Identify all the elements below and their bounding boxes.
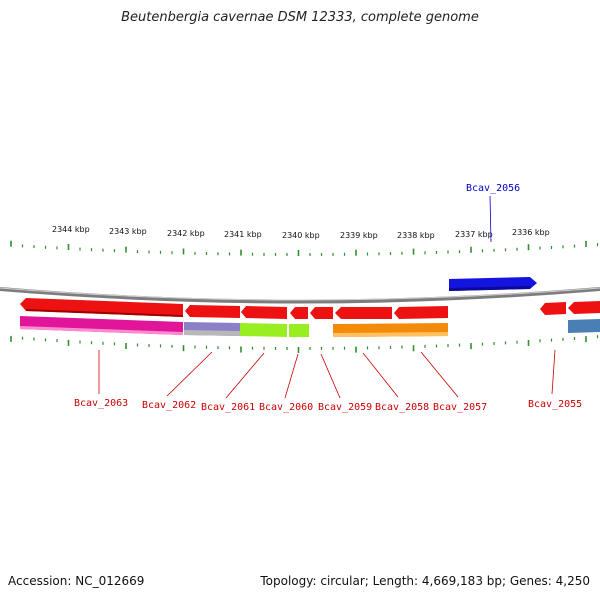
- band-segment-shade: [333, 332, 448, 337]
- scale-label: 2344 kbp: [52, 225, 90, 234]
- map-title: Beutenbergia cavernae DSM 12333, complet…: [121, 10, 479, 25]
- accession-text: Accession: NC_012669: [8, 574, 145, 588]
- gene-label[interactable]: Bcav_2057: [433, 402, 487, 413]
- gene-bcav-2059[interactable]: [310, 307, 333, 319]
- scale-ticks-top: [10, 240, 599, 256]
- gene-bcav-2062[interactable]: [185, 305, 240, 318]
- leader-line: [420, 351, 459, 398]
- feature-band: [20, 316, 600, 337]
- gene-next[interactable]: [568, 301, 600, 314]
- gene-label[interactable]: Bcav_2062: [142, 400, 196, 411]
- leader-line: [551, 349, 556, 395]
- reverse-genes: [20, 298, 600, 319]
- band-segment: [289, 324, 309, 337]
- gene-label[interactable]: Bcav_2058: [375, 402, 429, 413]
- leader-line: [166, 351, 213, 397]
- gene-label[interactable]: Bcav_2059: [318, 402, 372, 413]
- gene-bcav-2057[interactable]: [394, 306, 448, 319]
- gene-shade: [449, 286, 531, 291]
- band-segment-shade: [20, 326, 183, 335]
- leader-line: [489, 195, 492, 243]
- genome-backbone-highlight: [0, 287, 600, 301]
- leader-line: [362, 352, 399, 398]
- scale-label: 2343 kbp: [109, 227, 147, 236]
- gene-label[interactable]: Bcav_2063: [74, 398, 128, 409]
- genome-summary-text: Topology: circular; Length: 4,669,183 bp…: [260, 574, 590, 588]
- scale-label: 2342 kbp: [167, 229, 205, 238]
- scale-ticks-bottom: [10, 335, 599, 353]
- scale-label: 2336 kbp: [512, 228, 550, 237]
- gene-label[interactable]: Bcav_2056: [466, 183, 520, 194]
- gene-labels: Bcav_2063 Bcav_2062 Bcav_2061 Bcav_2060 …: [74, 183, 582, 413]
- gene-bcav-2058[interactable]: [335, 307, 392, 319]
- gene-label[interactable]: Bcav_2061: [201, 402, 255, 413]
- genome-backbone: [0, 287, 600, 304]
- gene-label[interactable]: Bcav_2060: [259, 402, 313, 413]
- gene-label[interactable]: Bcav_2055: [528, 399, 582, 410]
- scale-label: 2341 kbp: [224, 230, 262, 239]
- band-segment-shade: [184, 330, 240, 336]
- scale-label: 2339 kbp: [340, 231, 378, 240]
- leader-line: [284, 353, 299, 399]
- gene-bcav-2060[interactable]: [290, 307, 308, 319]
- gene-shade: [26, 309, 183, 317]
- leader-line: [225, 352, 265, 399]
- band-segment: [240, 323, 287, 337]
- scale-labels: 2344 kbp 2343 kbp 2342 kbp 2341 kbp 2340…: [52, 225, 550, 240]
- scale-label: 2340 kbp: [282, 231, 320, 240]
- gene-bcav-2055[interactable]: [540, 302, 566, 315]
- band-segment: [568, 319, 600, 333]
- scale-label: 2337 kbp: [455, 230, 493, 239]
- scale-label: 2338 kbp: [397, 231, 435, 240]
- gene-bcav-2061[interactable]: [241, 306, 287, 319]
- leader-line: [320, 353, 341, 399]
- label-leaders: [98, 195, 556, 399]
